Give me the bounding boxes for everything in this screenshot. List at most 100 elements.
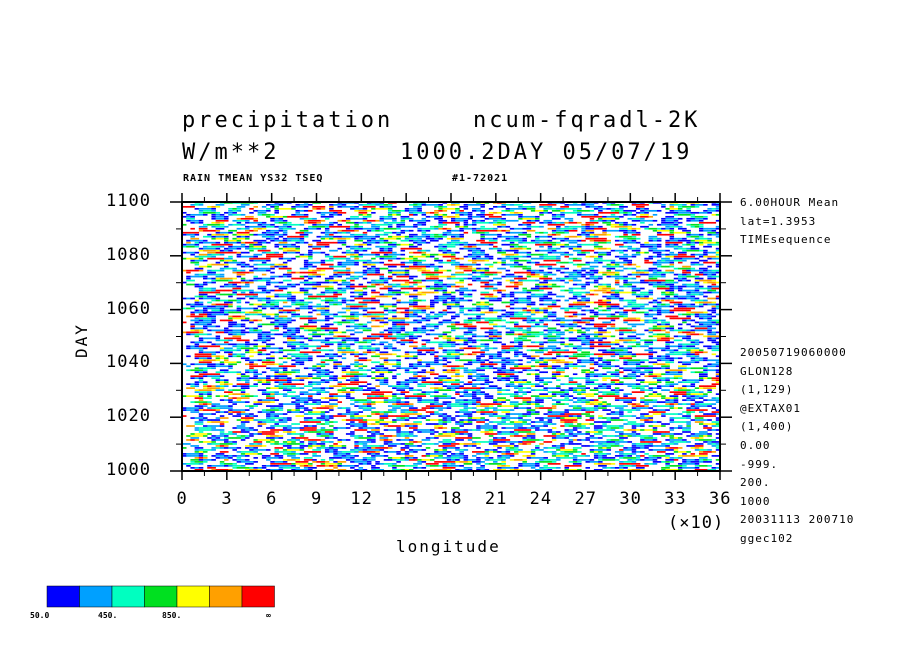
- precip-cell: [442, 283, 448, 286]
- precip-cell: [299, 327, 305, 330]
- precip-cell: [219, 311, 225, 314]
- precip-cell: [514, 253, 519, 256]
- precip-cell: [488, 233, 494, 236]
- precip-cell: [577, 245, 582, 248]
- precip-cell: [442, 255, 448, 258]
- precip-cell: [274, 231, 279, 234]
- precip-cell: [455, 301, 460, 304]
- precip-cell: [228, 251, 233, 254]
- precip-cell: [299, 305, 305, 308]
- precip-cell: [287, 293, 292, 296]
- precip-cell: [509, 239, 515, 242]
- precip-cell: [299, 213, 305, 216]
- precip-cell: [333, 313, 338, 316]
- precip-cell: [312, 251, 317, 254]
- precip-cell: [518, 275, 523, 278]
- precip-cell: [324, 277, 330, 280]
- precip-cell: [383, 305, 389, 308]
- precip-cell: [631, 305, 637, 308]
- precip-cell: [324, 245, 330, 248]
- precip-cell: [598, 287, 603, 290]
- precip-cell: [232, 287, 237, 290]
- precip-cell: [715, 275, 721, 278]
- precip-cell: [211, 251, 216, 254]
- precip-cell: [635, 287, 641, 290]
- precip-cell: [593, 265, 599, 268]
- precip-cell: [661, 229, 666, 232]
- precip-cell: [551, 263, 557, 266]
- precip-cell: [635, 305, 641, 308]
- precip-cell: [404, 285, 410, 288]
- precip-cell: [425, 315, 431, 318]
- precip-cell: [463, 325, 469, 328]
- precip-cell: [648, 313, 654, 316]
- precip-cell: [640, 273, 645, 276]
- precip-cell: [299, 325, 305, 328]
- precip-cell: [303, 205, 309, 208]
- precip-cell: [610, 297, 616, 300]
- precip-cell: [661, 271, 666, 274]
- precip-cell: [253, 311, 258, 314]
- precip-cell: [686, 257, 691, 260]
- precip-cell: [337, 273, 343, 276]
- precip-cell: [606, 203, 612, 206]
- precip-cell: [459, 277, 464, 280]
- precip-cell: [665, 291, 670, 294]
- precip-cell: [635, 249, 641, 252]
- precip-cell: [396, 257, 401, 260]
- precip-cell: [362, 307, 368, 310]
- precip-cell: [682, 307, 687, 310]
- precip-cell: [266, 249, 271, 252]
- precip-cell: [455, 277, 460, 280]
- precip-cell: [623, 239, 628, 242]
- precip-cell: [631, 239, 637, 242]
- precip-cell: [463, 219, 469, 222]
- precip-cell: [682, 239, 687, 242]
- precip-cell: [421, 213, 427, 216]
- precip-cell: [505, 209, 511, 212]
- precip-cell: [194, 203, 200, 206]
- precip-cell: [400, 249, 406, 252]
- precip-cell: [598, 205, 603, 208]
- precip-cell: [274, 295, 279, 298]
- precip-cell: [480, 275, 485, 278]
- precip-cell: [224, 219, 229, 222]
- precip-cell: [366, 235, 372, 238]
- precip-cell: [514, 297, 519, 300]
- precip-cell: [656, 309, 662, 312]
- precip-cell: [556, 207, 561, 210]
- precip-cell: [425, 319, 431, 322]
- precip-cell: [198, 259, 204, 262]
- precip-cell: [215, 249, 221, 252]
- precip-cell: [417, 211, 422, 214]
- precip-cell: [690, 267, 696, 270]
- precip-cell: [480, 317, 485, 320]
- precip-cell: [694, 305, 700, 308]
- precip-cell: [640, 205, 645, 208]
- precip-cell: [451, 263, 456, 266]
- precip-cell: [198, 329, 204, 332]
- precip-cell: [556, 269, 561, 272]
- precip-cell: [362, 203, 368, 206]
- precip-cell: [577, 313, 582, 316]
- precip-cell: [320, 231, 326, 234]
- precip-cell: [408, 309, 414, 312]
- precip-cell: [299, 255, 305, 258]
- precip-cell: [593, 213, 599, 216]
- precip-cell: [682, 321, 687, 324]
- precip-cell: [677, 211, 683, 214]
- precip-cell: [425, 203, 431, 206]
- precip-cell: [484, 231, 490, 234]
- precip-cell: [400, 257, 406, 260]
- precip-cell: [224, 293, 229, 296]
- precip-cell: [278, 217, 284, 220]
- precip-cell: [627, 229, 633, 232]
- precip-cell: [203, 235, 208, 238]
- precip-cell: [640, 245, 645, 248]
- precip-cell: [429, 203, 435, 206]
- precip-cell: [602, 305, 607, 308]
- precip-cell: [261, 245, 267, 248]
- precip-cell: [610, 271, 616, 274]
- precip-cell: [459, 299, 464, 302]
- precip-cell: [413, 233, 418, 236]
